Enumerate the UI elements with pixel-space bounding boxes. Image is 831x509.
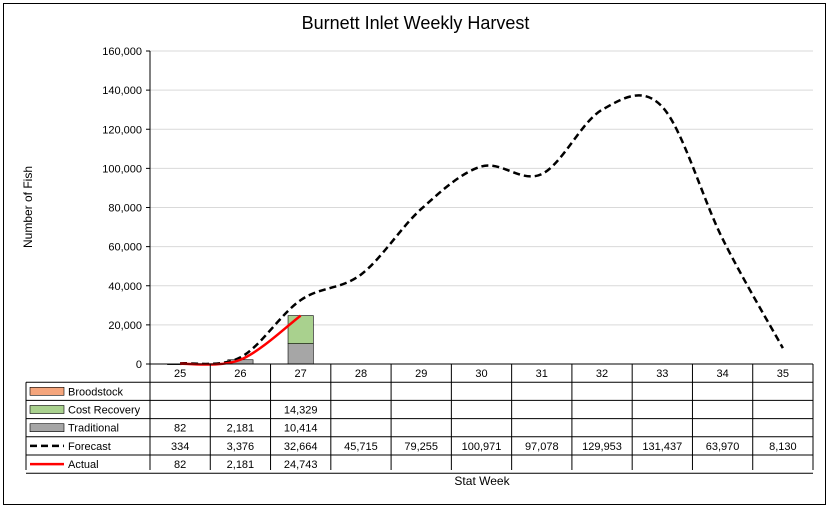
y-tick-label: 60,000 [108,242,142,254]
legend-label-forecast: Forecast [68,441,111,453]
y-tick-label: 80,000 [108,203,142,215]
table-cell-actual-26: 2,181 [227,459,255,471]
chart-title: Burnett Inlet Weekly Harvest [301,13,530,33]
x-tick-label-29: 29 [415,368,427,380]
y-tick-label: 0 [136,359,142,371]
bar-cost-recovery-27 [287,315,314,344]
legend-label-broodstock: Broodstock [68,386,124,398]
legend-label-actual: Actual [68,459,99,471]
y-tick-label: 20,000 [108,320,142,332]
x-tick-label-32: 32 [596,368,608,380]
table-cell-forecast-25: 334 [171,441,189,453]
table-cell-forecast-27: 32,664 [284,441,318,453]
x-tick-label-27: 27 [295,368,307,380]
table-cell-actual-25: 82 [174,459,186,471]
y-tick-label: 40,000 [108,281,142,293]
x-tick-label-28: 28 [355,368,367,380]
table-cell-forecast-35: 8,130 [769,441,797,453]
bar-traditional-27 [287,343,314,365]
x-tick-label-31: 31 [536,368,548,380]
table-cell-forecast-26: 3,376 [227,441,255,453]
legend-key-broodstock [29,386,65,396]
table-cell-forecast-29: 79,255 [404,441,438,453]
legend-label-cost-recovery: Cost Recovery [68,405,141,417]
y-tick-label: 120,000 [102,124,142,136]
legend-label-traditional: Traditional [68,423,119,435]
table-cell-cost-recovery-27: 14,329 [284,405,318,417]
y-tick-label: 140,000 [102,85,142,97]
table-cell-forecast-33: 131,437 [642,441,682,453]
chart-frame [3,3,826,505]
table-cell-traditional-27: 10,414 [284,423,318,435]
legend-key-cost-recovery [29,405,65,414]
forecast-line [180,94,784,366]
table-cell-traditional-25: 82 [174,423,186,435]
x-tick-label-33: 33 [656,368,668,380]
x-tick-label-26: 26 [234,368,246,380]
legend-key-traditional [29,423,65,433]
x-tick-label-34: 34 [716,368,728,380]
table-cell-traditional-26: 2,181 [227,423,255,435]
y-tick-label: 160,000 [102,46,142,58]
table-cell-forecast-34: 63,970 [706,441,740,453]
table-cell-forecast-31: 97,078 [525,441,559,453]
table-cell-actual-27: 24,743 [284,459,318,471]
y-tick-label: 100,000 [102,163,142,175]
x-tick-label-35: 35 [777,368,789,380]
table-cell-forecast-28: 45,715 [344,441,378,453]
table-cell-forecast-30: 100,971 [462,441,502,453]
x-tick-label-30: 30 [475,368,487,380]
x-axis-label: Stat Week [454,474,510,488]
x-tick-label-25: 25 [174,368,186,380]
table-cell-forecast-32: 129,953 [582,441,622,453]
